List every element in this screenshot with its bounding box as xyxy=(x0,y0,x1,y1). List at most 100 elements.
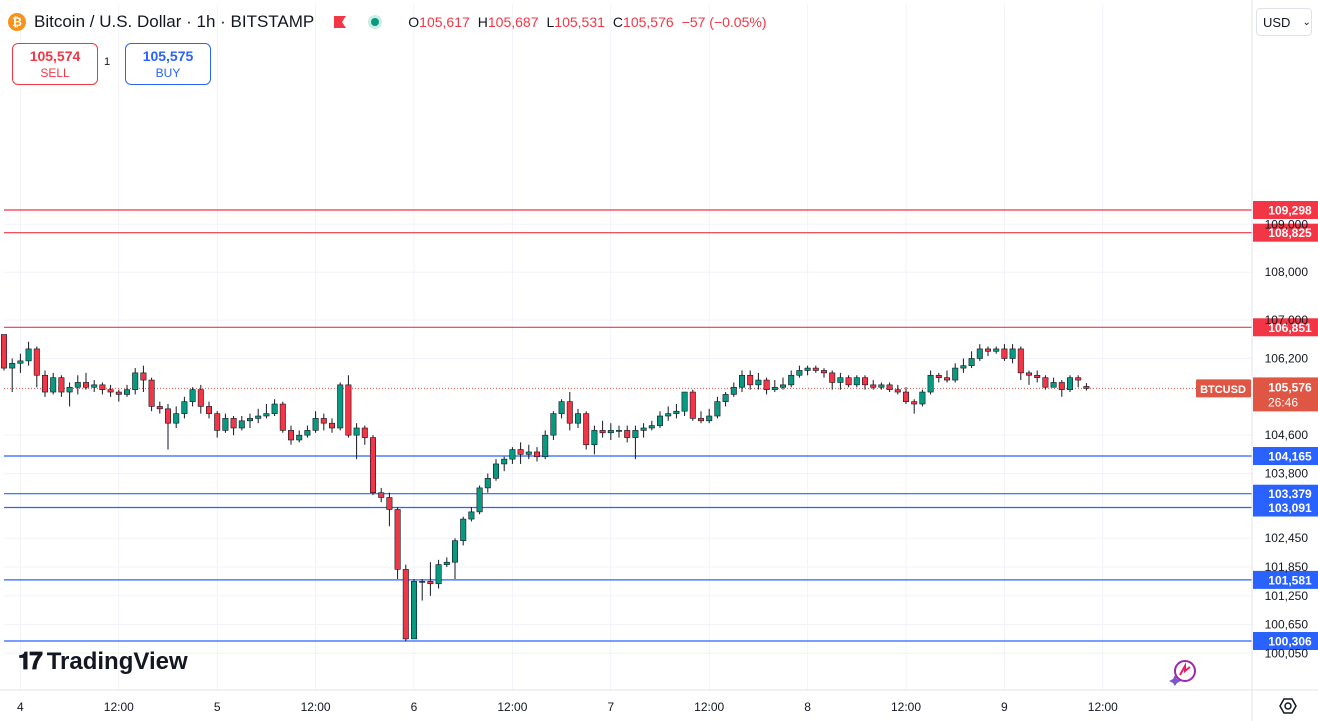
candle-down xyxy=(689,391,696,419)
candle-up xyxy=(878,384,885,388)
resistance-level-tag xyxy=(1253,223,1318,242)
candle-down xyxy=(1034,374,1041,378)
candle-down xyxy=(845,377,852,386)
candle-down xyxy=(911,401,918,405)
candle-up xyxy=(648,425,655,429)
candle-up xyxy=(1050,382,1057,388)
candle-up xyxy=(492,463,499,479)
candle-up xyxy=(607,430,614,434)
y-tick-label: 102,450 xyxy=(1265,531,1309,545)
candle-up xyxy=(255,415,262,419)
candle-down xyxy=(402,569,409,640)
candle-down xyxy=(279,403,286,431)
x-tick-label: 9 xyxy=(1001,700,1008,714)
symbol-tag-label: BTCUSD xyxy=(1200,384,1246,396)
candle-down xyxy=(287,430,294,441)
support-level-tag xyxy=(1253,498,1318,517)
candle-up xyxy=(501,458,508,465)
candle-down xyxy=(115,391,122,395)
sell-label: SELL xyxy=(40,66,70,80)
resistance-level-tag xyxy=(1253,201,1318,219)
candle-up xyxy=(656,415,663,426)
candle-up xyxy=(460,518,467,541)
candle-down xyxy=(99,384,106,390)
settings-icon[interactable] xyxy=(1278,696,1298,716)
support-level-label: 104,165 xyxy=(1268,450,1312,464)
candle-up xyxy=(542,434,549,458)
candle-up xyxy=(976,348,983,359)
support-level-label: 103,091 xyxy=(1268,501,1312,515)
candle-down xyxy=(206,406,213,414)
candle-down xyxy=(140,372,147,381)
candle-up xyxy=(714,401,721,417)
candle-up xyxy=(451,540,458,563)
symbol-title[interactable]: Bitcoin / U.S. Dollar · 1h · BITSTAMP xyxy=(34,12,315,31)
candle-up xyxy=(771,386,778,390)
candle-up xyxy=(779,384,786,388)
chart-header: ₿ Bitcoin / U.S. Dollar · 1h · BITSTAMP … xyxy=(8,8,766,36)
y-tick-label: 101,250 xyxy=(1265,589,1309,603)
candle-down xyxy=(812,367,819,371)
y-tick-label: 106,200 xyxy=(1265,351,1309,365)
candle-down xyxy=(624,430,631,438)
grid xyxy=(4,4,1252,690)
support-level-label: 103,379 xyxy=(1268,487,1312,501)
candle-up xyxy=(222,418,229,431)
candle-up xyxy=(66,386,73,393)
support-level-label: 100,306 xyxy=(1268,635,1312,649)
candle-up xyxy=(484,478,491,489)
candle-up xyxy=(435,564,442,585)
tradingview-logo-icon: 𝟏𝟕 xyxy=(18,648,43,675)
candle-up xyxy=(673,410,680,414)
x-tick-label: 5 xyxy=(214,700,221,714)
sell-button[interactable]: 105,574 SELL xyxy=(12,43,98,85)
x-tick-label: 6 xyxy=(411,700,418,714)
buy-button[interactable]: 105,575 BUY xyxy=(125,43,211,85)
candle-down xyxy=(1017,348,1024,374)
candle-down xyxy=(386,497,393,510)
candle-up xyxy=(738,374,745,388)
x-tick-label: 12:00 xyxy=(694,700,724,714)
candle-up xyxy=(804,367,811,371)
candle-up xyxy=(132,372,139,390)
candle-up xyxy=(189,389,196,402)
candle-up xyxy=(853,377,860,386)
x-tick-label: 7 xyxy=(607,700,614,714)
buy-label: BUY xyxy=(155,66,181,80)
candle-down xyxy=(1075,377,1082,381)
last-price-tag xyxy=(1253,377,1318,412)
candle-down xyxy=(33,348,40,376)
candle-up xyxy=(952,367,959,381)
x-tick-label: 8 xyxy=(804,700,811,714)
candle-up xyxy=(312,418,319,431)
candle-up xyxy=(722,394,729,402)
candle-down xyxy=(320,418,327,424)
candle-up xyxy=(74,382,81,388)
candle-up xyxy=(509,449,516,460)
candle-up xyxy=(550,413,557,436)
currency-select[interactable]: USD ⌄ xyxy=(1256,8,1312,36)
candle-down xyxy=(886,384,893,390)
support-level-tag xyxy=(1253,484,1318,503)
candle-up xyxy=(837,377,844,383)
tradingview-logo[interactable]: 𝟏𝟕 TradingView xyxy=(18,648,188,676)
candle-up xyxy=(238,420,245,429)
support-level-tag xyxy=(1253,447,1318,466)
candles xyxy=(0,334,1090,642)
candle-up xyxy=(25,348,32,362)
candle-down xyxy=(369,437,376,493)
flag-icon[interactable] xyxy=(332,14,348,30)
ai-assistant-icon[interactable] xyxy=(1168,658,1198,686)
candle-down xyxy=(328,422,335,429)
candle-down xyxy=(820,370,827,374)
candle-down xyxy=(41,374,48,393)
candle-down xyxy=(894,389,901,393)
quantity-label[interactable]: 1 xyxy=(104,56,111,68)
x-tick-label: 12:00 xyxy=(104,700,134,714)
candle-down xyxy=(566,401,573,424)
candle-down xyxy=(378,492,385,498)
candle-up xyxy=(1067,377,1074,390)
candle-down xyxy=(165,408,172,424)
x-tick-label: 4 xyxy=(17,700,24,714)
